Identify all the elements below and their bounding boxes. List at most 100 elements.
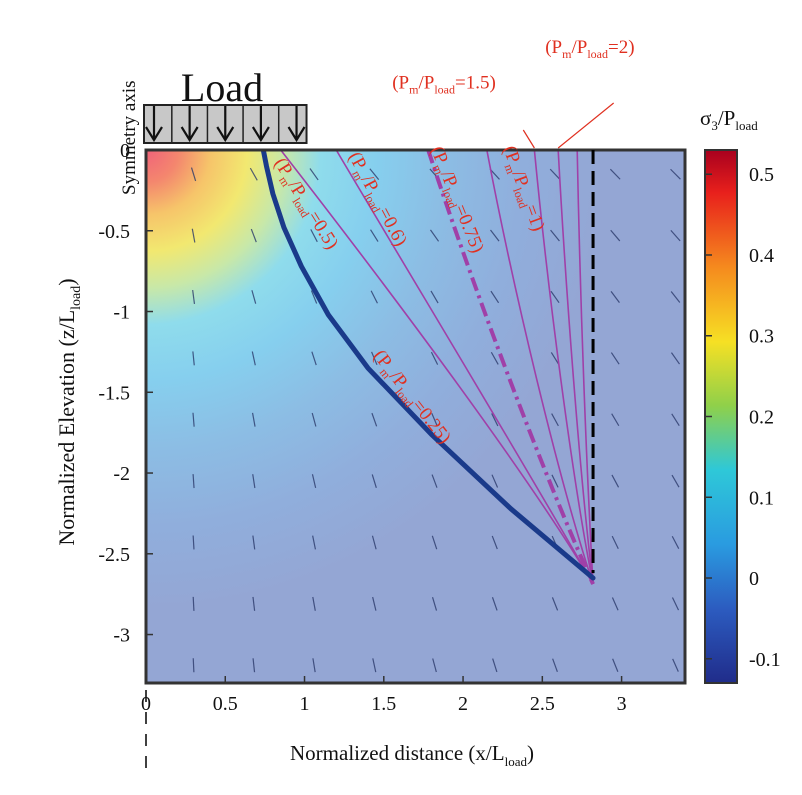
x-tick-label: 2.5 [530,693,555,715]
colorbar-ticks: 0.5 0.4 0.3 0.2 0.1 0 -0.1 [705,164,781,671]
stress-direction-tick [671,474,680,488]
stress-direction-tick [491,597,498,611]
y-tick-label: -1 [113,302,130,324]
y-tick-label: -3 [113,625,130,647]
stress-direction-tick [491,413,499,427]
stress-direction-tick [610,352,620,365]
load-arrow-head [287,126,306,143]
pressure-curve [557,150,594,585]
x-tick-label: 1.5 [371,693,396,715]
stress-direction-tick [191,228,196,243]
label-leader [557,102,615,149]
stress-direction-tick [609,168,621,180]
pressure-curve [486,150,594,585]
load-label: Load [181,65,263,110]
stress-direction-tick [550,229,560,242]
plot-marks [190,150,681,673]
load-block [143,104,308,144]
symmetry-axis-label: Symmetry axis [119,80,140,195]
stress-direction-tick [431,413,438,427]
y-tick-label: -2.5 [98,544,130,566]
stress-direction-tick [550,352,560,365]
y-tick-label: -0.5 [98,221,130,243]
colorbar [704,149,738,684]
stress-direction-tick [372,596,377,611]
axes: 0 0.5 1 1.5 2 2.5 3 0 -0.5 -1 -1.5 -2 -2.5 -3 [98,140,627,775]
stress-direction-tick [371,351,378,366]
x-tick-label: 3 [617,693,627,715]
stress-direction-tick [610,229,621,242]
pressure-curve [533,150,594,585]
stress-direction-tick [610,291,620,303]
y-tick-label: -2 [113,463,130,485]
stress-direction-tick [432,658,437,673]
stress-direction-tick [429,229,440,242]
stress-direction-tick [491,535,498,550]
stress-direction-tick [549,168,561,180]
x-tick-label: 0 [141,693,151,715]
stress-direction-tick [370,229,379,242]
stress-direction-tick [371,535,377,550]
pressure-curve [280,150,594,585]
stress-direction-tick [670,352,681,365]
load-arrow-head [180,126,199,143]
stress-direction-tick [670,168,681,180]
x-tick-label: 0.5 [213,693,238,715]
x-tick-label: 1 [300,693,310,715]
stress-direction-tick [311,412,317,427]
stress-direction-tick [490,290,500,304]
pressure-curve [335,150,594,585]
stress-direction-tick [190,167,197,182]
stress-direction-tick [551,474,559,488]
plot-frame [144,148,687,685]
stress-direction-tick [309,168,319,181]
stress-direction-tick [251,412,256,427]
stress-direction-tick [550,290,560,304]
x-tick-label: 2 [458,693,468,715]
stress-direction-tick [490,351,499,365]
colorbar-tick-label: 0.4 [749,245,774,267]
stress-direction-tick [611,474,620,488]
curve-label: (Pm/Pload=2) [545,37,634,61]
stress-direction-tick [671,536,680,549]
stress-direction-tick [612,658,619,672]
stress-direction-tick [310,290,318,304]
stress-direction-tick [192,351,195,366]
x-axis-label: Normalized distance (x/Lload) [290,741,534,769]
stress-direction-tick [192,412,195,427]
stress-direction-tick [430,290,439,304]
stress-direction-tick [611,413,620,427]
fracture-path [260,150,596,581]
label-leader [522,129,535,149]
stress-direction-tick [192,474,195,489]
y-tick-label: 0 [120,140,130,162]
stress-direction-tick [252,658,256,673]
stress-direction-tick [252,474,256,489]
stress-direction-tick [491,474,499,488]
pressure-curve [426,150,595,585]
stress-direction-tick [192,658,195,673]
curve-label: (Pm/Pload=0.75) [423,143,488,257]
colorbar-tick-label: 0 [749,568,759,590]
stress-direction-tick [250,228,257,243]
stress-direction-tick [671,413,680,426]
stress-direction-tick [671,597,680,611]
colorbar-tick-label: 0.3 [749,326,774,348]
stress-direction-tick [312,596,316,611]
stress-direction-tick [249,167,258,181]
colorbar-title: σ3/Pload [700,106,758,133]
stress-direction-tick [192,535,195,550]
stress-direction-tick [672,658,679,672]
stress-direction-tick [551,597,559,611]
stress-direction-tick [310,229,318,243]
load-arrow-head [145,126,163,143]
stress-direction-tick [670,229,681,242]
stress-direction-tick [369,168,380,181]
y-tick-label: -1.5 [98,382,130,404]
stress-direction-tick [431,535,438,550]
stress-direction-tick [430,351,439,365]
stress-direction-tick [431,596,438,611]
stress-direction-tick [192,596,195,611]
stress-direction-tick [312,535,317,550]
